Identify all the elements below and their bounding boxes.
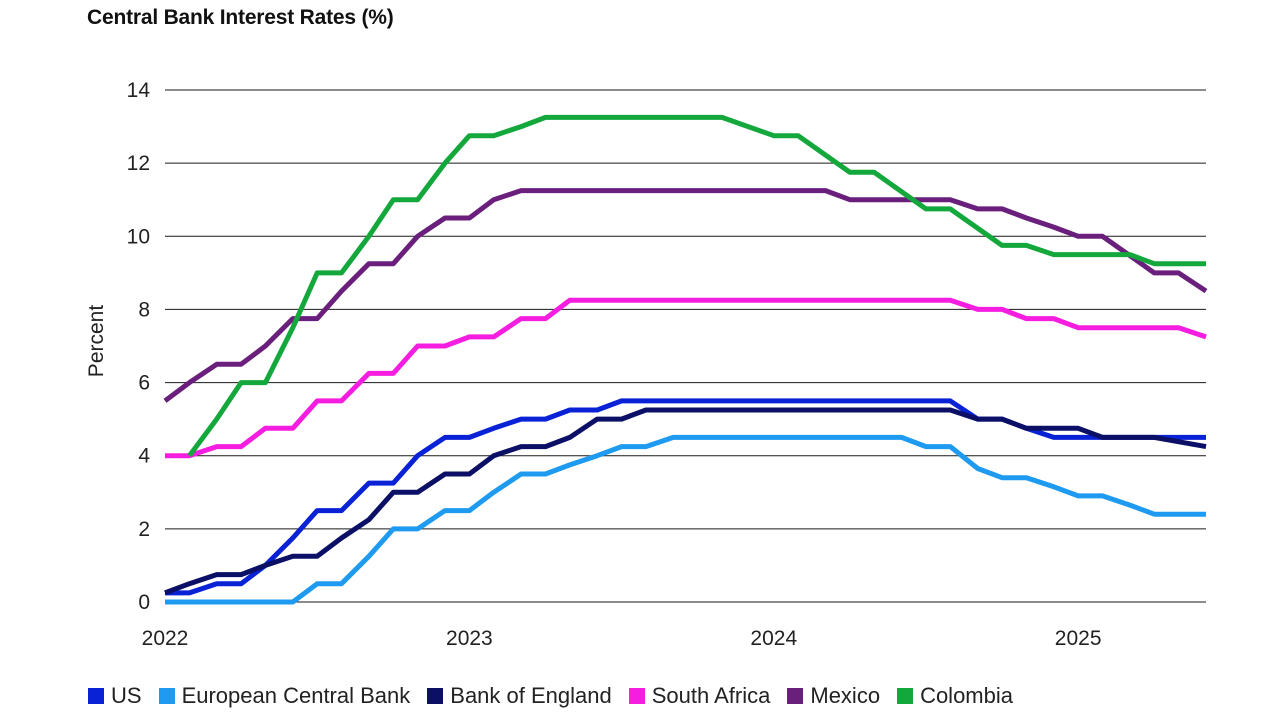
series-line-bank-of-england [164,407,1207,596]
legend-item-us: US [88,683,142,709]
legend-item-bank-of-england: Bank of England [427,683,612,709]
legend-label: European Central Bank [181,683,411,708]
x-axis-ticks: 2022 2023 2024 2025 [142,627,1102,650]
legend-item-mexico: Mexico [787,683,880,709]
series-line-european-central-bank [165,434,1206,605]
legend-label: US [111,683,142,708]
series-line-colombia [187,114,1206,458]
y-tick-label: 12 [127,152,150,175]
y-tick-label: 4 [138,445,150,468]
x-tick-label: 2024 [750,627,797,650]
legend-swatch [427,688,444,704]
legend-item-colombia: Colombia [897,683,1013,709]
y-axis-ticks: 0 2 4 6 8 10 12 14 [127,79,151,614]
series-lines [163,114,1208,605]
y-tick-label: 10 [127,225,150,248]
x-tick-label: 2023 [446,627,493,650]
y-tick-label: 0 [138,591,150,614]
y-axis-title: Percent [85,305,108,378]
series-line-south-africa [165,297,1207,459]
legend-swatch [897,688,914,704]
legend-swatch [88,688,104,704]
gridlines [165,89,1206,603]
legend-swatch [158,688,175,704]
chart-title: Central Bank Interest Rates (%) [87,6,394,29]
y-tick-label: 2 [138,518,150,541]
x-tick-label: 2025 [1055,627,1102,650]
y-tick-label: 14 [127,79,151,102]
legend-swatch [628,688,645,704]
legend-label: Colombia [920,683,1013,708]
legend-swatch [787,688,804,704]
series-line-mexico [163,188,1208,403]
x-tick-label: 2022 [142,627,189,650]
legend-item-european-central-bank: European Central Bank [158,683,411,709]
line-chart: 0 2 4 6 8 10 12 14 2022 2023 2024 2025 Percent [85,79,1208,650]
legend-label: Mexico [810,683,881,708]
legend: US European Central Bank Bank of England So… [88,682,1030,710]
legend-label: Bank of England [450,683,612,708]
legend-item-south-africa: South Africa [628,683,771,709]
y-tick-label: 6 [138,372,150,395]
legend-label: South Africa [651,683,771,708]
y-tick-label: 8 [138,298,150,321]
